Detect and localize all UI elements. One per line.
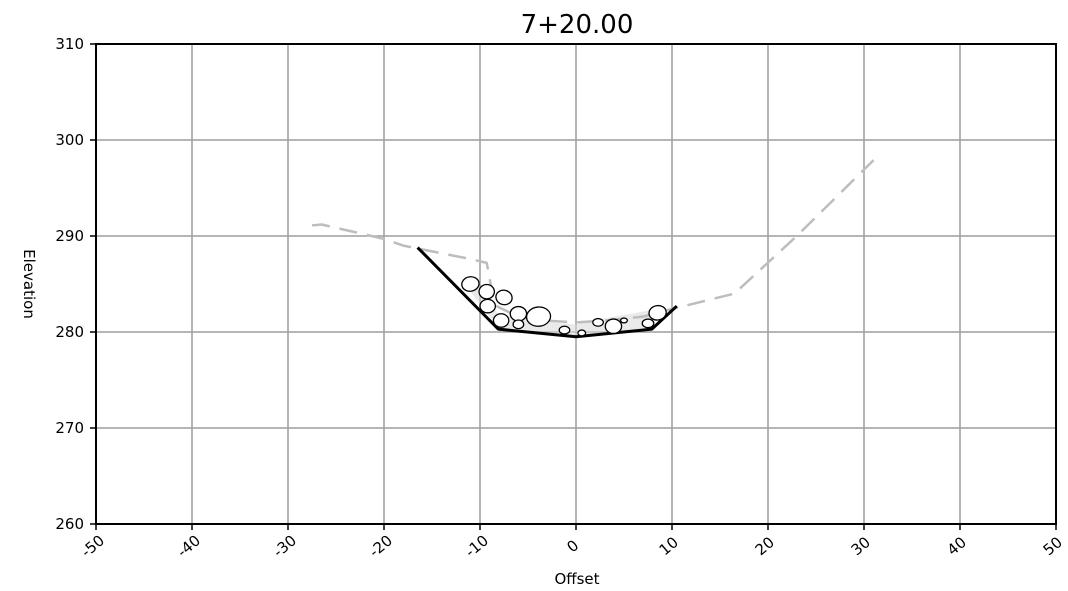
riprap-stone: [619, 317, 629, 324]
x-tick-label: -50: [78, 531, 108, 561]
riprap-stones: [461, 276, 667, 337]
y-tick-labels: 260 270 280 290 300 310: [55, 35, 84, 533]
channel-section-line: [416, 246, 678, 339]
x-tick-labels: -50 -40 -30 -20 -10 0 10 20 30 40 50: [78, 531, 1066, 561]
riprap-stone: [492, 313, 510, 328]
riprap-stone: [461, 276, 480, 292]
x-tick-label: 10: [656, 533, 682, 559]
grid: [95, 43, 1057, 525]
riprap-stone: [525, 306, 552, 327]
x-tick-label: 50: [1040, 533, 1066, 559]
riprap-stone: [479, 298, 497, 314]
x-tick-label: 40: [944, 533, 970, 559]
existing-ground-line: [311, 159, 875, 324]
x-tick-label: 30: [848, 533, 874, 559]
y-axis-label: Elevation: [20, 249, 38, 319]
riprap-stone: [478, 283, 496, 300]
y-tick-label: 300: [55, 131, 84, 149]
x-tick-label: -30: [270, 531, 300, 561]
chart-title: 7+20.00: [521, 10, 634, 40]
riprap-stone: [592, 317, 605, 327]
riprap-stone: [604, 318, 623, 335]
riprap-stone: [641, 318, 655, 329]
ticks: [90, 43, 1057, 530]
riprap-stone: [577, 329, 587, 337]
y-tick-label: 260: [55, 515, 84, 533]
x-tick-label: 0: [563, 536, 582, 556]
y-tick-label: 290: [55, 227, 84, 245]
riprap-stone: [509, 305, 528, 322]
x-axis-label: Offset: [554, 570, 599, 588]
riprap-stone: [558, 325, 571, 335]
x-tick-label: -40: [174, 531, 204, 561]
riprap-stone: [512, 319, 525, 330]
riprap-stone: [495, 289, 513, 306]
x-tick-label: -20: [366, 531, 396, 561]
x-tick-label: -10: [462, 531, 492, 561]
y-tick-label: 310: [55, 35, 84, 53]
y-tick-label: 270: [55, 419, 84, 437]
riprap-stone: [648, 304, 667, 321]
series-group: [311, 159, 875, 339]
y-tick-label: 280: [55, 323, 84, 341]
x-tick-label: 20: [752, 533, 778, 559]
